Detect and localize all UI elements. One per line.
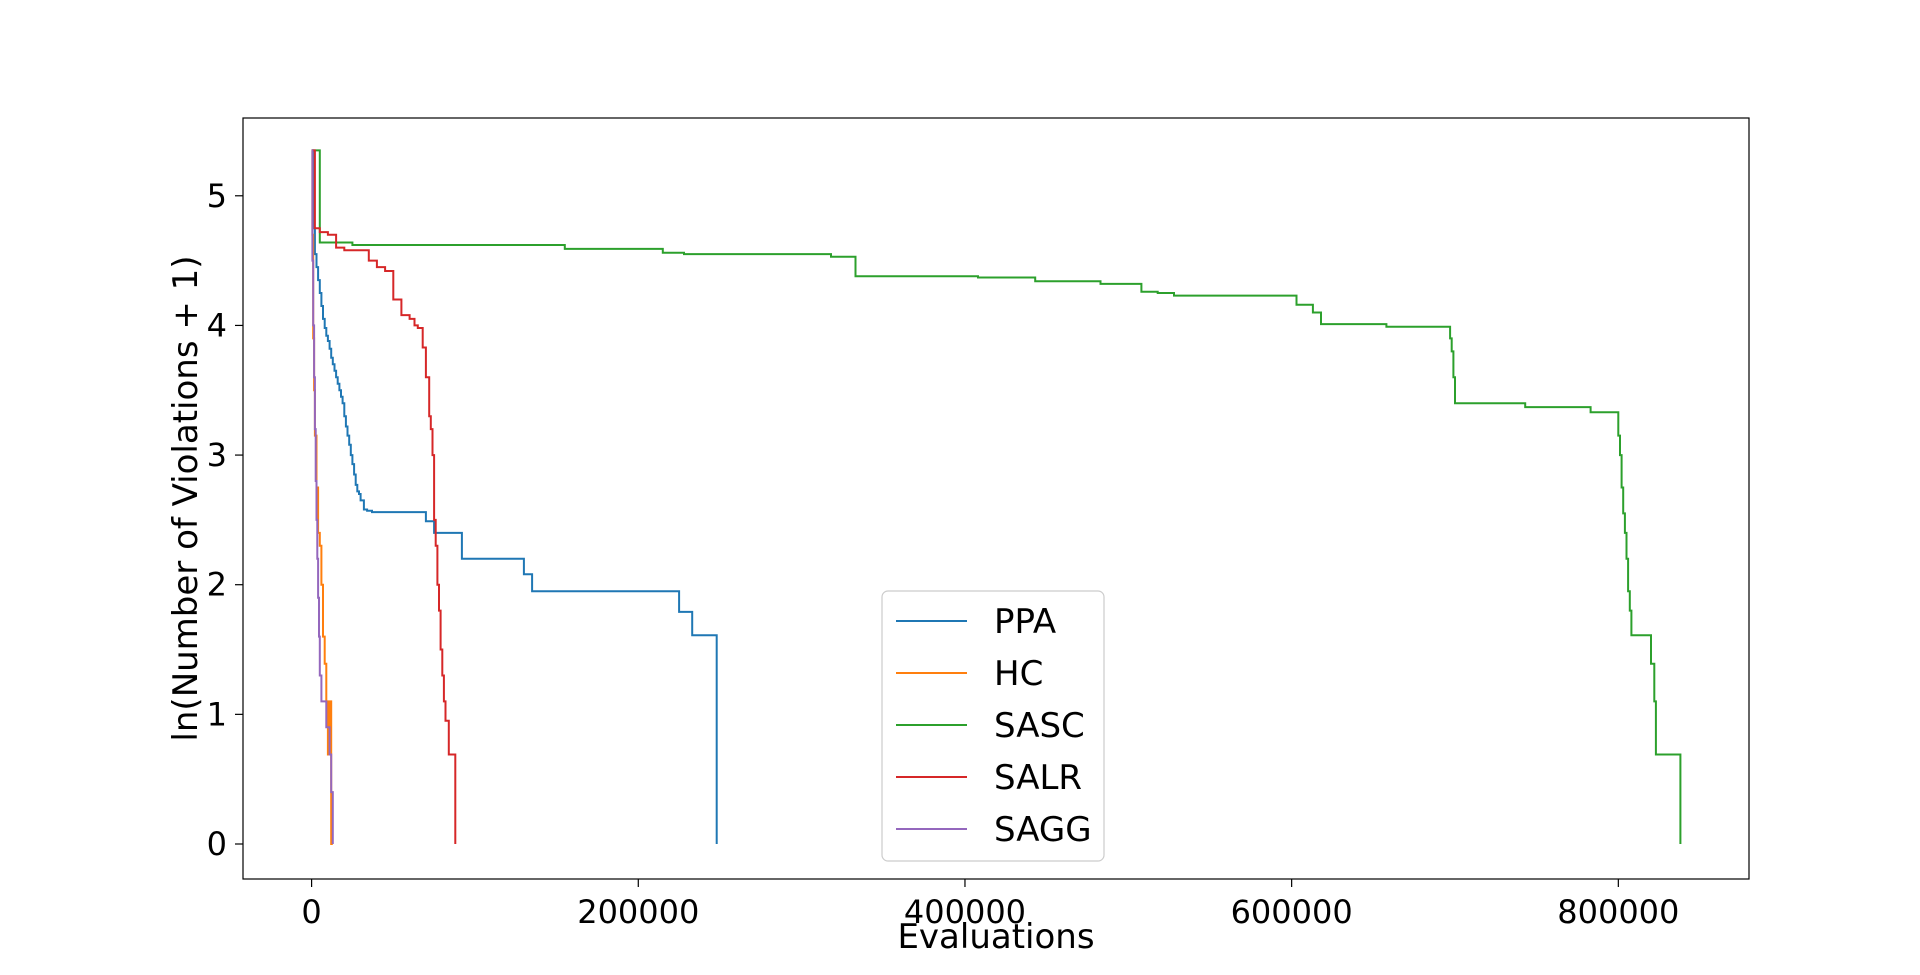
x-tick-label: 600000	[1231, 893, 1353, 931]
series-line-salr	[311, 149, 457, 844]
legend-box	[881, 590, 1105, 862]
series-layer	[311, 149, 1682, 845]
y-tick-label: 4	[207, 306, 227, 344]
legend-label-sasc: SASC	[994, 706, 1085, 746]
y-axis-title: ln(Number of Violations + 1)	[166, 255, 206, 741]
y-tick-label: 1	[207, 695, 227, 733]
plot-area-frame	[242, 117, 1750, 880]
series-line-sasc	[311, 149, 1682, 844]
x-tick-label: 400000	[904, 893, 1026, 931]
y-tick-label: 2	[207, 566, 227, 604]
y-tick-label: 0	[207, 825, 227, 863]
y-tick-label: 3	[207, 436, 227, 474]
x-tick-label: 800000	[1557, 893, 1679, 931]
legend-label-sagg: SAGG	[994, 810, 1092, 850]
legend-label-hc: HC	[994, 654, 1043, 694]
legend: PPA HC SASC SALR SAGG	[881, 590, 1105, 862]
y-axis: 0 1 2 3 4 5	[207, 177, 243, 863]
x-axis-title: Evaluations	[897, 917, 1094, 957]
legend-label-salr: SALR	[994, 758, 1082, 798]
series-line-sagg	[311, 149, 334, 844]
legend-label-ppa: PPA	[994, 602, 1056, 642]
y-tick-label: 5	[207, 177, 227, 215]
x-tick-label: 200000	[577, 893, 699, 931]
series-line-ppa	[311, 149, 718, 844]
x-axis: 0 200000 400000 600000 800000	[301, 879, 1679, 931]
x-tick-label: 0	[301, 893, 321, 931]
